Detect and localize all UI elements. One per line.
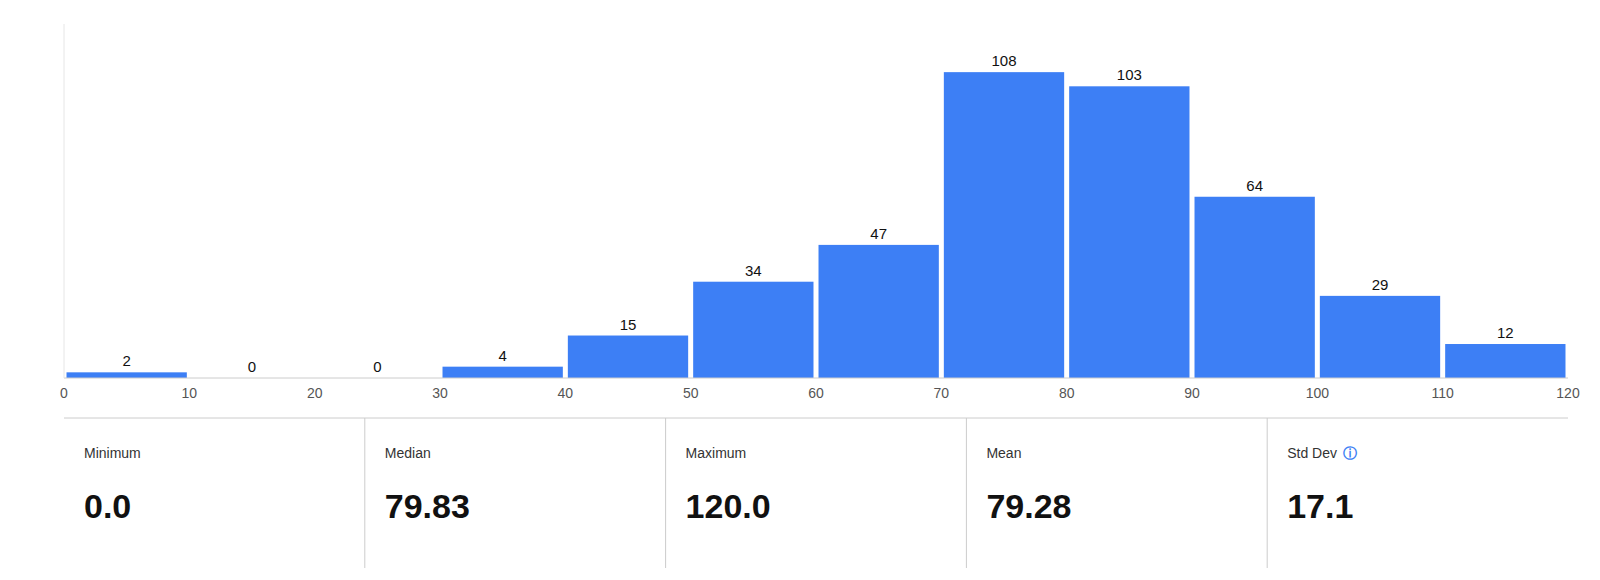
x-tick-label: 80 [1059,385,1075,401]
histogram-bar [67,372,187,378]
x-tick-label: 60 [808,385,824,401]
data-label: 103 [1117,66,1142,83]
data-label: 12 [1497,324,1514,341]
stat-value: 17.1 [1287,487,1353,525]
histogram-bar [568,336,688,378]
stat-label: Maximum [686,445,747,461]
x-tick-label: 10 [182,385,198,401]
histogram-bar [944,72,1064,378]
x-tick-label: 40 [558,385,574,401]
x-tick-label: 120 [1556,385,1580,401]
stats-column-divider [665,418,666,568]
data-label: 15 [620,316,637,333]
histogram-bar [693,282,813,378]
x-tick-label: 90 [1184,385,1200,401]
histogram-bar [1445,344,1565,378]
x-tick-label: 70 [934,385,950,401]
stats-column-divider [966,418,967,568]
data-label: 34 [745,262,762,279]
chart-container: 2004153447108103642912010203040506070809… [0,0,1600,580]
histogram-bar [1320,296,1440,378]
data-label: 108 [991,52,1016,69]
histogram-bar [443,367,563,378]
info-icon: ⓘ [1343,445,1357,461]
data-label: 0 [248,358,256,375]
x-tick-label: 20 [307,385,323,401]
histogram-bar [1195,197,1315,378]
stat-value: 0.0 [84,487,131,525]
x-tick-label: 0 [60,385,68,401]
data-label: 29 [1372,276,1389,293]
x-axis-line [64,378,1568,379]
chart: 2004153447108103642912010203040506070809… [0,0,1600,580]
histogram-bar [1069,86,1189,378]
stat-label: Median [385,445,431,461]
x-tick-label: 110 [1432,385,1455,401]
x-tick-label: 50 [683,385,699,401]
data-label: 64 [1246,177,1263,194]
stat-value: 79.28 [986,487,1071,525]
data-label: 47 [870,225,887,242]
bars [67,72,1566,378]
stats-divider [64,418,1568,419]
data-label: 4 [498,347,506,364]
stat-label: Std Dev [1287,445,1337,461]
stats-column-divider [1267,418,1268,568]
y-axis-line [64,24,65,378]
x-tick-label: 30 [432,385,448,401]
histogram-bar [819,245,939,378]
data-label: 0 [373,358,381,375]
stat-label: Minimum [84,445,141,461]
x-tick-label: 100 [1306,385,1330,401]
stat-value: 120.0 [686,487,771,525]
data-label: 2 [122,352,130,369]
stat-label: Mean [986,445,1021,461]
stats-column-divider [364,418,365,568]
stat-value: 79.83 [385,487,470,525]
